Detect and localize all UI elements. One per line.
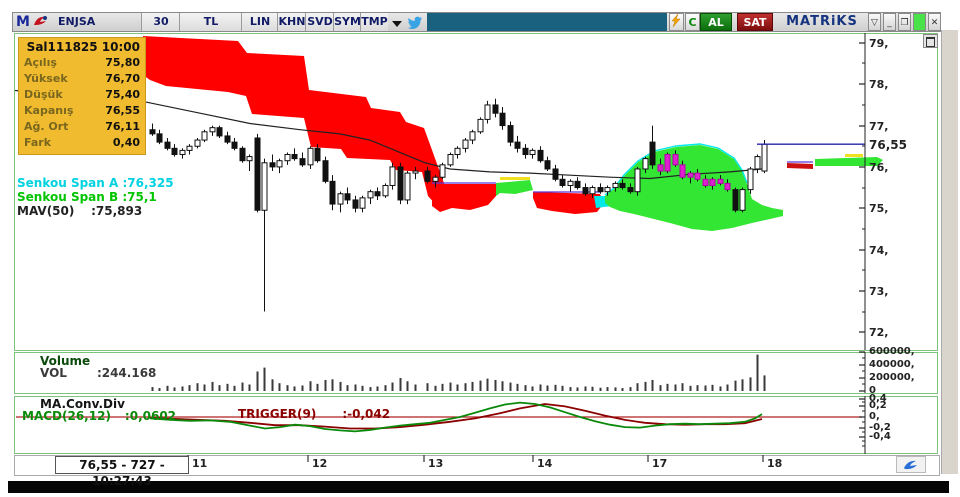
tab-lin[interactable]: LIN [241, 13, 278, 31]
info-row-low: Düşük 75,40 [24, 88, 140, 101]
macd-value: MACD(26,12):0,0602 [22, 409, 177, 423]
x-axis-label: 12 [312, 457, 328, 470]
m-logo: M [16, 14, 30, 30]
refresh-icon[interactable] [896, 456, 926, 473]
info-row-open: Açılış 75,80 [24, 56, 140, 69]
y-axis-label: 75, [869, 202, 889, 215]
indicator-legend: Senkou Span A :76,325 Senkou Span B :75,… [17, 176, 174, 218]
x-axis-label: 13 [428, 457, 444, 470]
volume-title: Volume [40, 354, 91, 368]
y-axis-label: 0 [869, 385, 876, 396]
macd-title: MA.Conv.Div [40, 397, 125, 411]
x-axis-label: 17 [652, 457, 668, 470]
info-row-close: Kapanış 76,55 [24, 104, 140, 117]
scrollbar-strip[interactable] [941, 30, 958, 474]
y-axis-label: 76, [869, 161, 889, 174]
y-axis-label: 73, [869, 285, 889, 298]
buy-button[interactable]: AL [700, 13, 732, 31]
x-axis-label: 11 [192, 457, 208, 470]
info-box-header: Sal111825 10:00 [26, 40, 140, 54]
chevron-down-icon[interactable] [392, 13, 406, 31]
twitter-icon[interactable] [407, 13, 425, 31]
y-axis-label: 77, [869, 120, 889, 133]
senkou-a-legend: Senkou Span A :76,325 [17, 176, 174, 190]
y-axis-label: 79, [869, 37, 889, 50]
symbol-field[interactable]: ENJSA [58, 15, 96, 28]
y-axis-label: -0,2 [869, 422, 891, 433]
senkou-b-legend: Senkou Span B :75,1 [17, 190, 157, 204]
info-row-wavg: Ağ. Ort 76,11 [24, 120, 140, 133]
minimize-button[interactable]: _ [883, 13, 896, 31]
tab-sym[interactable]: SYM [333, 13, 361, 31]
price-type-field[interactable]: TL [179, 13, 242, 31]
tab-khn[interactable]: KHN [277, 13, 306, 31]
tab-tmp[interactable]: TMP [360, 13, 388, 31]
y-axis-label: 0,2 [869, 400, 887, 411]
info-row-high: Yüksek 76,70 [24, 72, 140, 85]
y-axis-label: 400000, [869, 359, 915, 370]
matriks-brand: MATRiKS [786, 14, 858, 29]
y-axis-label: 72, [869, 326, 889, 339]
x-axis-label: 14 [537, 457, 553, 470]
sell-button[interactable]: SAT [737, 13, 773, 31]
trigger-value: TRIGGER(9):-0,042 [238, 407, 391, 421]
y-axis-label: -0,4 [869, 431, 891, 442]
title-bar: M ENJSA 30 TL LIN KHN SVD SYM TMP C AL S… [12, 12, 941, 32]
info-row-change: Fark 0,40 [24, 136, 140, 149]
y-axis-label: 78, [869, 78, 889, 91]
tab-svd[interactable]: SVD [305, 13, 334, 31]
volume-value: VOL:244.168 [40, 366, 157, 380]
chart-restore-icon[interactable] [923, 34, 938, 48]
lightning-icon[interactable] [669, 13, 684, 31]
matriks-bird-icon [32, 13, 54, 31]
macd-panel[interactable] [14, 396, 938, 454]
y-axis-label: 74, [869, 244, 889, 257]
period-field[interactable]: 30 [141, 13, 180, 31]
mav-legend: MAV(50) :75,893 [17, 204, 143, 218]
link-button[interactable] [913, 13, 926, 31]
restore-button[interactable]: ❐ [898, 13, 911, 31]
ohlc-info-box: Sal111825 10:00 Açılış 75,80 Yüksek 76,70 … [18, 37, 146, 155]
time-axis-bar [14, 455, 940, 476]
y-axis-label: 200000, [869, 372, 915, 383]
y-axis-label: 600000, [869, 346, 915, 357]
current-price-label: 76,55 [869, 138, 907, 152]
y-axis-label: 0,4 [869, 393, 887, 404]
bottom-black-bar [8, 481, 949, 493]
title-drag-area[interactable] [427, 13, 667, 31]
c-button[interactable]: C [685, 13, 700, 31]
y-axis-label: 0, [869, 411, 880, 422]
status-readout: 76,55 - 727 - 10:27:43 [55, 456, 189, 488]
x-axis-label: 18 [767, 457, 783, 470]
close-button[interactable]: ✕ [928, 13, 941, 31]
dropdown-window-button[interactable]: ▽ [868, 13, 881, 31]
